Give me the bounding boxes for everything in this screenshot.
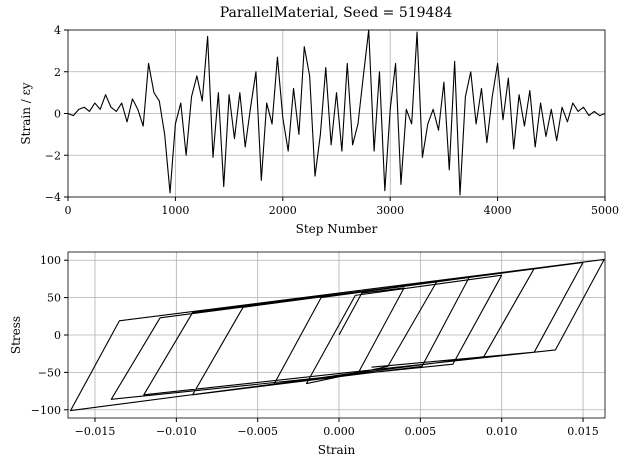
x-tick-label: 0.000 <box>323 425 355 438</box>
x-tick-label: −0.015 <box>75 425 116 438</box>
x-tick-label: 0.015 <box>567 425 599 438</box>
x-tick-label: 3000 <box>376 204 404 217</box>
x-tick-label: 2000 <box>269 204 297 217</box>
y-tick-label: 2 <box>54 66 61 79</box>
x-tick-label: −0.010 <box>156 425 197 438</box>
x-tick-label: 4000 <box>484 204 512 217</box>
y-tick-label: −2 <box>45 149 61 162</box>
y-tick-label: 0 <box>54 329 61 342</box>
y-tick-label: −100 <box>31 404 61 417</box>
data-line <box>70 258 605 412</box>
y-axis-label: Strain / εy <box>19 82 33 144</box>
x-tick-label: 0 <box>65 204 72 217</box>
y-tick-label: −4 <box>45 191 61 204</box>
y-tick-label: 0 <box>54 108 61 121</box>
y-tick-label: 100 <box>40 254 61 267</box>
x-tick-label: 0.005 <box>405 425 437 438</box>
y-tick-label: 4 <box>54 24 61 37</box>
plot-frame <box>67 251 606 419</box>
chart-title: ParallelMaterial, Seed = 519484 <box>220 5 453 21</box>
x-tick-label: 0.010 <box>486 425 518 438</box>
y-axis-label: Stress <box>9 316 23 354</box>
plot-frame <box>67 29 606 198</box>
x-tick-label: −0.005 <box>237 425 278 438</box>
y-tick-label: 50 <box>47 292 61 305</box>
x-tick-label: 5000 <box>591 204 619 217</box>
x-axis-label: Strain <box>318 443 356 457</box>
y-tick-label: −50 <box>38 366 61 379</box>
x-axis-label: Step Number <box>296 222 378 236</box>
x-tick-label: 1000 <box>161 204 189 217</box>
data-line <box>67 29 606 196</box>
